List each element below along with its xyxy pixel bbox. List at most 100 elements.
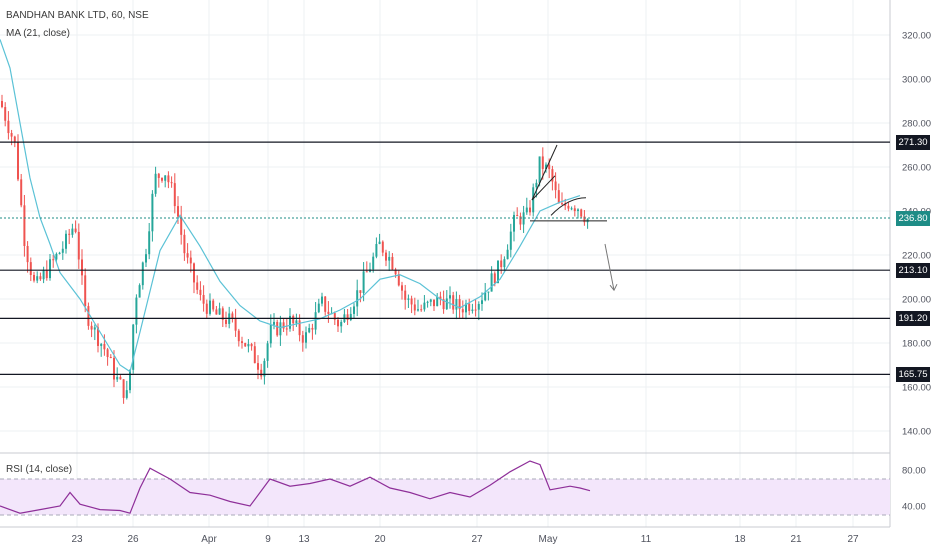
candle-body — [215, 309, 218, 315]
candle-body — [292, 315, 295, 324]
candle-body — [449, 295, 451, 299]
candle-body — [81, 259, 83, 276]
candle-body — [388, 256, 391, 261]
candle-body — [359, 290, 362, 293]
price-axis-label: 160.00 — [902, 383, 931, 394]
candle-body — [132, 324, 135, 370]
candle-body — [407, 298, 410, 300]
candle-body — [529, 207, 531, 213]
candle-body — [84, 275, 87, 307]
arrow-shaft — [604, 243, 615, 291]
candle-body — [461, 309, 464, 313]
candle-body — [177, 206, 179, 217]
candle-body — [346, 314, 349, 320]
date-axis-label: Apr — [201, 534, 217, 545]
candle-body — [436, 296, 439, 307]
candle-body — [567, 205, 570, 209]
candle-body — [263, 360, 266, 377]
candle-body — [186, 253, 189, 258]
candle-body — [74, 228, 77, 232]
candle-body — [13, 136, 16, 142]
level-price-tag[interactable]: 271.30 — [896, 134, 930, 150]
candle-body — [337, 319, 339, 327]
candle-body — [157, 173, 160, 178]
axis-labels: 320.00300.00280.00260.00240.00220.00200.… — [71, 31, 931, 546]
date-axis-label: 11 — [641, 534, 652, 545]
candle-body — [161, 177, 163, 181]
candle-body — [401, 285, 403, 291]
candle-body — [164, 175, 167, 181]
candle-body — [151, 193, 154, 232]
candle-body — [122, 379, 125, 398]
candle-body — [295, 320, 298, 324]
candle-body — [532, 187, 535, 213]
candle-body — [471, 309, 474, 311]
candle-body — [573, 208, 576, 212]
rsi-axis-label: 40.00 — [902, 502, 926, 513]
candle-body — [33, 274, 35, 281]
candle-body — [250, 344, 253, 347]
rsi-indicator-label[interactable]: RSI (14, close) — [6, 464, 73, 475]
candle-body — [221, 308, 224, 320]
candle-body — [413, 304, 416, 311]
candle-body — [180, 216, 183, 235]
candle-body — [87, 306, 90, 326]
candle-body — [253, 346, 256, 364]
candle-body — [93, 327, 96, 330]
candle-body — [29, 262, 32, 275]
candle-body — [570, 208, 573, 210]
price-axis-label: 280.00 — [902, 119, 931, 130]
candle-body — [106, 349, 109, 358]
candle-body — [135, 297, 138, 325]
candle-body — [490, 273, 493, 292]
candle-body — [465, 303, 467, 313]
candle-body — [244, 342, 247, 347]
level-price-tag[interactable]: 213.10 — [896, 262, 930, 278]
candle-body — [324, 296, 327, 312]
candle-body — [241, 341, 243, 343]
candle-body — [52, 259, 55, 261]
candle-body — [305, 332, 307, 343]
candle-body — [237, 330, 240, 342]
candle-body — [55, 253, 58, 260]
candle-body — [196, 282, 199, 290]
arc-drawing — [550, 197, 587, 216]
candle-body — [257, 363, 259, 370]
candle-body — [420, 309, 423, 311]
price-axis-label: 200.00 — [902, 295, 931, 306]
candle-body — [375, 244, 378, 257]
candle-body — [45, 270, 48, 279]
candle-body — [234, 318, 237, 331]
candle-body — [493, 273, 496, 284]
date-axis-label: 26 — [127, 534, 139, 545]
candle-body — [311, 327, 314, 330]
candle-body — [119, 376, 122, 380]
candle-body — [509, 231, 512, 250]
ma-indicator-label[interactable]: MA (21, close) — [6, 28, 70, 39]
candle-body — [189, 257, 192, 264]
symbol-title[interactable]: BANDHAN BANK LTD, 60, NSE — [6, 10, 149, 21]
candle-body — [506, 249, 509, 260]
candle-body — [385, 252, 387, 261]
candle-body — [273, 321, 275, 325]
date-axis-label: 18 — [734, 534, 746, 545]
candle-body — [452, 295, 455, 310]
candle-body — [503, 259, 506, 268]
candle-body — [42, 270, 45, 280]
rsi-band — [0, 478, 890, 516]
candle-body — [145, 254, 147, 263]
trendline-upper — [531, 144, 558, 201]
candle-body — [285, 328, 288, 330]
candle-body — [4, 107, 7, 121]
candle-body — [10, 133, 13, 137]
candle-body — [417, 309, 419, 311]
candle-body — [513, 214, 515, 232]
level-price-tag[interactable]: 165.75 — [896, 366, 930, 382]
candle-body — [394, 269, 397, 275]
candle-body — [516, 214, 519, 217]
price-axis-label: 300.00 — [902, 75, 931, 86]
level-price-tag[interactable]: 191.20 — [896, 310, 930, 326]
candle-body — [65, 233, 67, 249]
current-price-tag[interactable]: 236.80 — [896, 210, 930, 226]
